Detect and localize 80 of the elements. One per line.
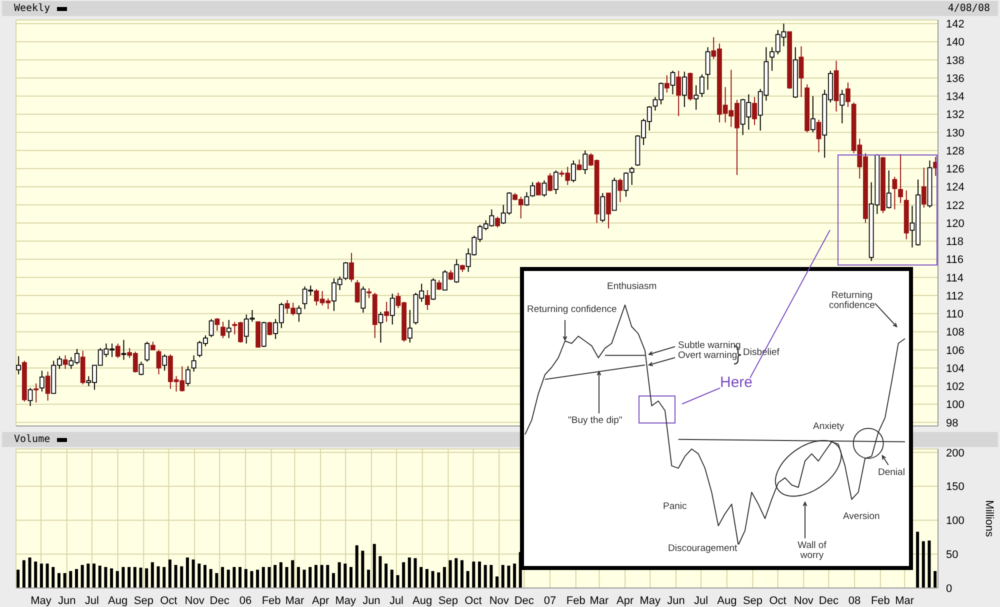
x-tick-label: 08: [848, 594, 861, 607]
y-tick-label: 106: [946, 344, 964, 357]
x-tick-label: Feb: [262, 594, 281, 607]
y-tick-label: 200: [946, 447, 964, 460]
y-tick-label: 140: [946, 36, 964, 49]
x-tick-label: 06: [239, 594, 252, 607]
annotation: "Buy the dip": [568, 415, 622, 426]
y-tick-label: 100: [946, 515, 964, 528]
chart-title: Volume: [14, 433, 50, 447]
annotation: Returning confidence: [527, 304, 617, 315]
annotation: Panic: [663, 501, 687, 512]
y-tick-label: 102: [946, 381, 964, 394]
y-tick-label: 136: [946, 72, 964, 85]
y-tick-label: 130: [946, 127, 964, 140]
x-tick-label: Sep: [134, 594, 154, 607]
x-tick-label: Sep: [742, 594, 763, 607]
y-tick-label: 132: [946, 109, 964, 122]
y-tick-label: 98: [946, 417, 958, 430]
annotation: Here: [720, 374, 753, 391]
y-tick-label: 114: [946, 272, 964, 284]
annotation: Discouragement: [668, 543, 738, 554]
x-tick-label: Nov: [489, 594, 510, 607]
chart-title: Weekly: [14, 2, 50, 16]
y-tick-label: 118: [946, 236, 964, 248]
x-tick-label: Aug: [717, 594, 737, 607]
x-tick-label: Aug: [412, 594, 432, 607]
annotation: Aversion: [843, 511, 880, 522]
x-tick-label: Mar: [895, 594, 914, 607]
x-tick-label: Jun: [362, 594, 380, 607]
x-tick-label: Feb: [870, 594, 890, 607]
y-tick-label: 108: [946, 326, 964, 339]
x-tick-label: Sep: [438, 594, 458, 607]
x-tick-label: Apr: [616, 594, 634, 607]
annotation: Enthusiasm: [607, 281, 657, 292]
x-tick-label: Nov: [794, 594, 814, 607]
y-tick-label: 128: [946, 145, 964, 158]
x-tick-label: Mar: [590, 594, 610, 607]
x-tick-label: Oct: [464, 594, 482, 607]
y-tick-label: 150: [946, 481, 964, 494]
annotation: Returning confidence: [828, 290, 876, 311]
x-tick-label: May: [30, 594, 52, 607]
x-tick-label: Aug: [108, 594, 128, 607]
x-tick-label: Jun: [58, 594, 76, 607]
annotation: Wall of worry: [796, 540, 828, 561]
y-tick-label: 126: [946, 164, 964, 176]
x-tick-label: May: [640, 594, 662, 607]
x-tick-label: Oct: [160, 594, 178, 607]
annotation: Overt warning: [678, 350, 738, 361]
x-tick-label: Jul: [389, 594, 404, 607]
annotation: Subtle warning: [678, 340, 741, 351]
y-tick-label: 122: [946, 200, 964, 212]
y-tick-label: 142: [946, 18, 964, 31]
y-axis-title: Millions: [983, 500, 996, 538]
y-tick-label: 0: [946, 582, 952, 595]
y-tick-label: 50: [946, 549, 958, 562]
x-tick-label: Apr: [312, 594, 330, 607]
x-tick-label: Oct: [769, 594, 786, 607]
x-tick-label: May: [335, 594, 356, 607]
x-tick-label: Dec: [818, 594, 839, 607]
y-tick-label: 116: [946, 254, 964, 266]
text: 4/08/08: [948, 2, 990, 16]
x-tick-label: 07: [544, 594, 556, 607]
x-tick-label: Jun: [667, 594, 685, 607]
annotation: Anxiety: [813, 421, 844, 432]
annotation: Denial: [878, 467, 905, 478]
y-tick-label: 120: [946, 218, 964, 230]
x-tick-label: Nov: [184, 594, 205, 607]
y-tick-label: 110: [946, 308, 964, 321]
x-tick-label: Dec: [514, 594, 534, 607]
y-tick-label: 112: [946, 290, 964, 302]
y-tick-label: 138: [946, 54, 964, 67]
x-tick-label: Feb: [566, 594, 586, 607]
x-tick-label: Jul: [84, 594, 99, 607]
y-tick-label: 100: [946, 399, 964, 412]
x-tick-label: Mar: [285, 594, 304, 607]
y-tick-label: 124: [946, 182, 964, 194]
x-tick-label: Dec: [210, 594, 230, 607]
y-tick-label: 134: [946, 91, 964, 104]
x-tick-label: Jul: [694, 594, 708, 607]
y-tick-label: 104: [946, 362, 964, 375]
